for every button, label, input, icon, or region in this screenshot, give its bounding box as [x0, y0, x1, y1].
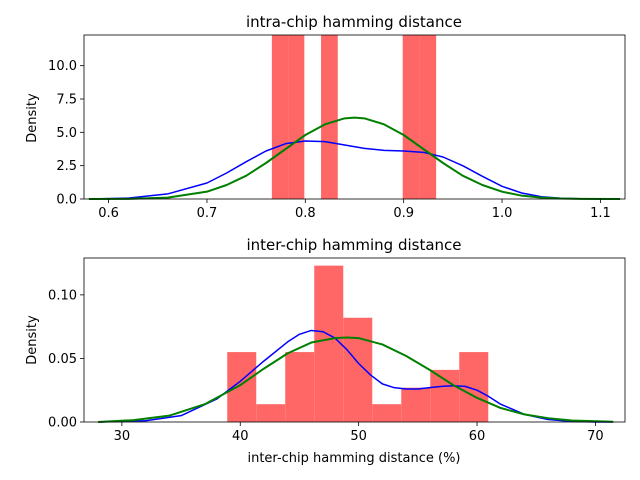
y-tick-label: 0.0 [56, 193, 77, 208]
y-axis-label: Density [25, 315, 40, 365]
x-axis-label: inter-chip hamming distance (%) [247, 451, 460, 466]
axes-frame [83, 257, 626, 423]
x-tick-label: 0.7 [197, 206, 218, 221]
histogram-bar [314, 265, 344, 422]
histogram-bar [271, 35, 289, 199]
plot-title: intra-chip hamming distance [246, 13, 462, 31]
y-tick-label: 0.00 [48, 416, 77, 431]
axes-frame [83, 34, 626, 200]
x-tick-label: 0.8 [295, 206, 316, 221]
histogram-bar [256, 404, 286, 422]
y-tick-label: 10.0 [48, 59, 77, 74]
histogram-bar [343, 317, 373, 422]
plot-inter-chip: inter-chip hamming distance Density inte… [25, 236, 626, 466]
normal-fit-curve [88, 116, 621, 200]
x-tick-label: 0.6 [98, 206, 119, 221]
histogram-bar [288, 35, 305, 199]
y-tick-label: 7.5 [56, 93, 77, 108]
plot-intra-chip: intra-chip hamming distance Density 0.6 0… [25, 13, 626, 221]
x-tick-label: 70 [587, 429, 604, 444]
histogram-bar [430, 369, 460, 422]
x-tick-label: 0.9 [393, 206, 414, 221]
histogram-bar [419, 35, 437, 199]
y-tick-label: 5.0 [56, 126, 77, 141]
x-tick-label: 30 [114, 429, 131, 444]
y-axis-label: Density [25, 93, 40, 143]
x-tick-label: 1.1 [590, 206, 611, 221]
x-tick-label: 1.0 [492, 206, 513, 221]
histogram-bar [402, 35, 420, 199]
x-tick-label: 50 [350, 429, 367, 444]
histogram-bar [321, 35, 338, 199]
y-tick-label: 2.5 [56, 159, 77, 174]
histogram-bar [401, 387, 431, 422]
y-tick-label: 0.10 [48, 288, 77, 303]
x-tick-label: 40 [232, 429, 249, 444]
plot-title: inter-chip hamming distance [246, 236, 461, 254]
x-tick-label: 60 [469, 429, 486, 444]
kde-curve [98, 329, 614, 423]
y-tick-label: 0.05 [48, 352, 77, 367]
histogram-bar [372, 404, 402, 422]
normal-fit-curve [98, 336, 614, 423]
histogram-bar [285, 352, 315, 422]
